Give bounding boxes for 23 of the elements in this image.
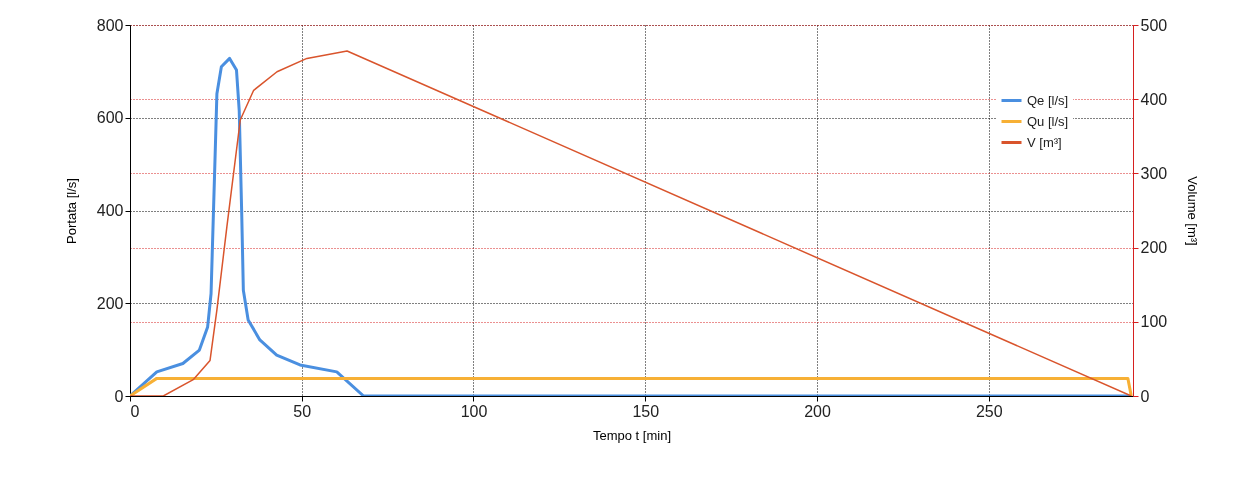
legend-label: Qu [l/s] [1027,113,1069,129]
x-tick-label: 0 [130,402,140,420]
y-tick-label: 600 [96,109,124,127]
y2-tick-label: 0 [1140,387,1150,405]
y2-tick-label: 300 [1140,164,1168,182]
y2-tick-label: 100 [1140,313,1168,331]
y-tick-label: 800 [96,16,124,34]
y-tick-label: 200 [96,294,124,312]
x-tick-label: 250 [975,402,1003,420]
x-axis-title: Tempo t [min] [592,427,672,443]
y2-tick-label: 400 [1140,90,1168,108]
x-tick-label: 50 [293,402,312,420]
x-tick-label: 100 [460,402,488,420]
y-axis-title: Portata [l/s] [63,178,79,244]
x-tick-label: 200 [804,402,831,420]
legend-label: V [m³] [1027,134,1062,150]
y-tick-label: 0 [114,387,124,405]
y2-axis-title: Volume [m³] [1185,176,1201,246]
y2-tick-label: 200 [1140,239,1168,257]
y-tick-label: 400 [96,202,124,219]
x-tick-label: 150 [632,402,660,420]
legend-label: Qe [l/s] [1027,92,1069,108]
y2-tick-label: 500 [1140,16,1168,34]
